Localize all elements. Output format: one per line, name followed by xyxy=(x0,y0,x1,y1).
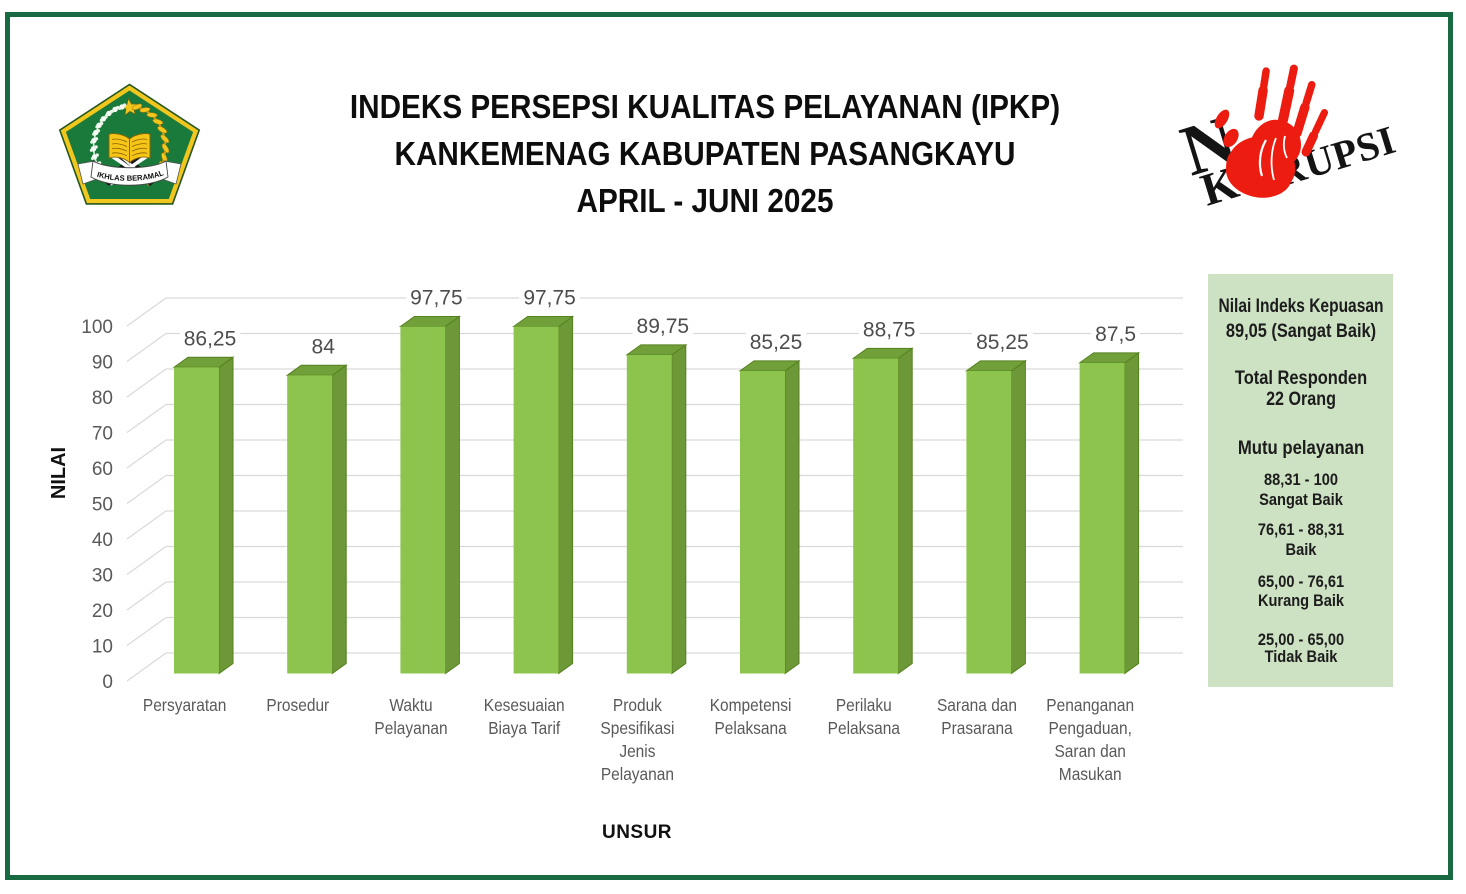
svg-text:88,75: 88,75 xyxy=(863,318,916,341)
svg-text:60: 60 xyxy=(92,459,113,480)
svg-text:Pelayanan: Pelayanan xyxy=(601,764,674,784)
svg-text:Penanganan: Penanganan xyxy=(1046,695,1134,715)
svg-text:Waktu: Waktu xyxy=(389,695,432,715)
svg-text:85,25: 85,25 xyxy=(976,331,1029,354)
svg-text:Masukan: Masukan xyxy=(1059,764,1122,784)
svg-text:30: 30 xyxy=(92,565,113,586)
svg-text:Produk: Produk xyxy=(613,695,663,715)
svg-text:20: 20 xyxy=(92,601,113,622)
svg-text:NILAI: NILAI xyxy=(48,447,70,499)
svg-text:Pelaksana: Pelaksana xyxy=(714,718,787,738)
svg-text:40: 40 xyxy=(92,530,113,551)
svg-text:Kompetensi: Kompetensi xyxy=(710,695,792,715)
svg-text:Persyaratan: Persyaratan xyxy=(143,695,226,715)
svg-text:Spesifikasi: Spesifikasi xyxy=(600,718,674,738)
svg-text:84: 84 xyxy=(312,335,336,358)
svg-text:Perilaku: Perilaku xyxy=(836,695,892,715)
svg-text:Pelayanan: Pelayanan xyxy=(374,718,447,738)
svg-text:Pengaduan,: Pengaduan, xyxy=(1048,718,1132,738)
svg-text:90: 90 xyxy=(92,352,113,373)
svg-text:Kesesuaian: Kesesuaian xyxy=(484,695,565,715)
svg-text:50: 50 xyxy=(92,494,113,515)
svg-text:Prasarana: Prasarana xyxy=(941,718,1013,738)
svg-text:10: 10 xyxy=(92,636,113,657)
svg-text:70: 70 xyxy=(92,423,113,444)
svg-text:97,75: 97,75 xyxy=(410,287,463,310)
svg-text:97,75: 97,75 xyxy=(523,287,576,310)
svg-text:Jenis: Jenis xyxy=(619,741,655,761)
svg-text:100: 100 xyxy=(81,317,113,338)
svg-text:Sarana dan: Sarana dan xyxy=(937,695,1017,715)
svg-text:87,5: 87,5 xyxy=(1095,323,1136,346)
svg-text:85,25: 85,25 xyxy=(750,331,803,354)
svg-text:Biaya Tarif: Biaya Tarif xyxy=(488,718,560,738)
svg-text:Saran dan: Saran dan xyxy=(1054,741,1125,761)
svg-text:Pelaksana: Pelaksana xyxy=(828,718,901,738)
svg-text:Prosedur: Prosedur xyxy=(266,695,329,715)
svg-text:UNSUR: UNSUR xyxy=(602,822,672,843)
svg-text:86,25: 86,25 xyxy=(184,327,237,350)
svg-text:0: 0 xyxy=(102,672,113,693)
svg-text:89,75: 89,75 xyxy=(637,315,690,338)
svg-text:80: 80 xyxy=(92,388,113,409)
